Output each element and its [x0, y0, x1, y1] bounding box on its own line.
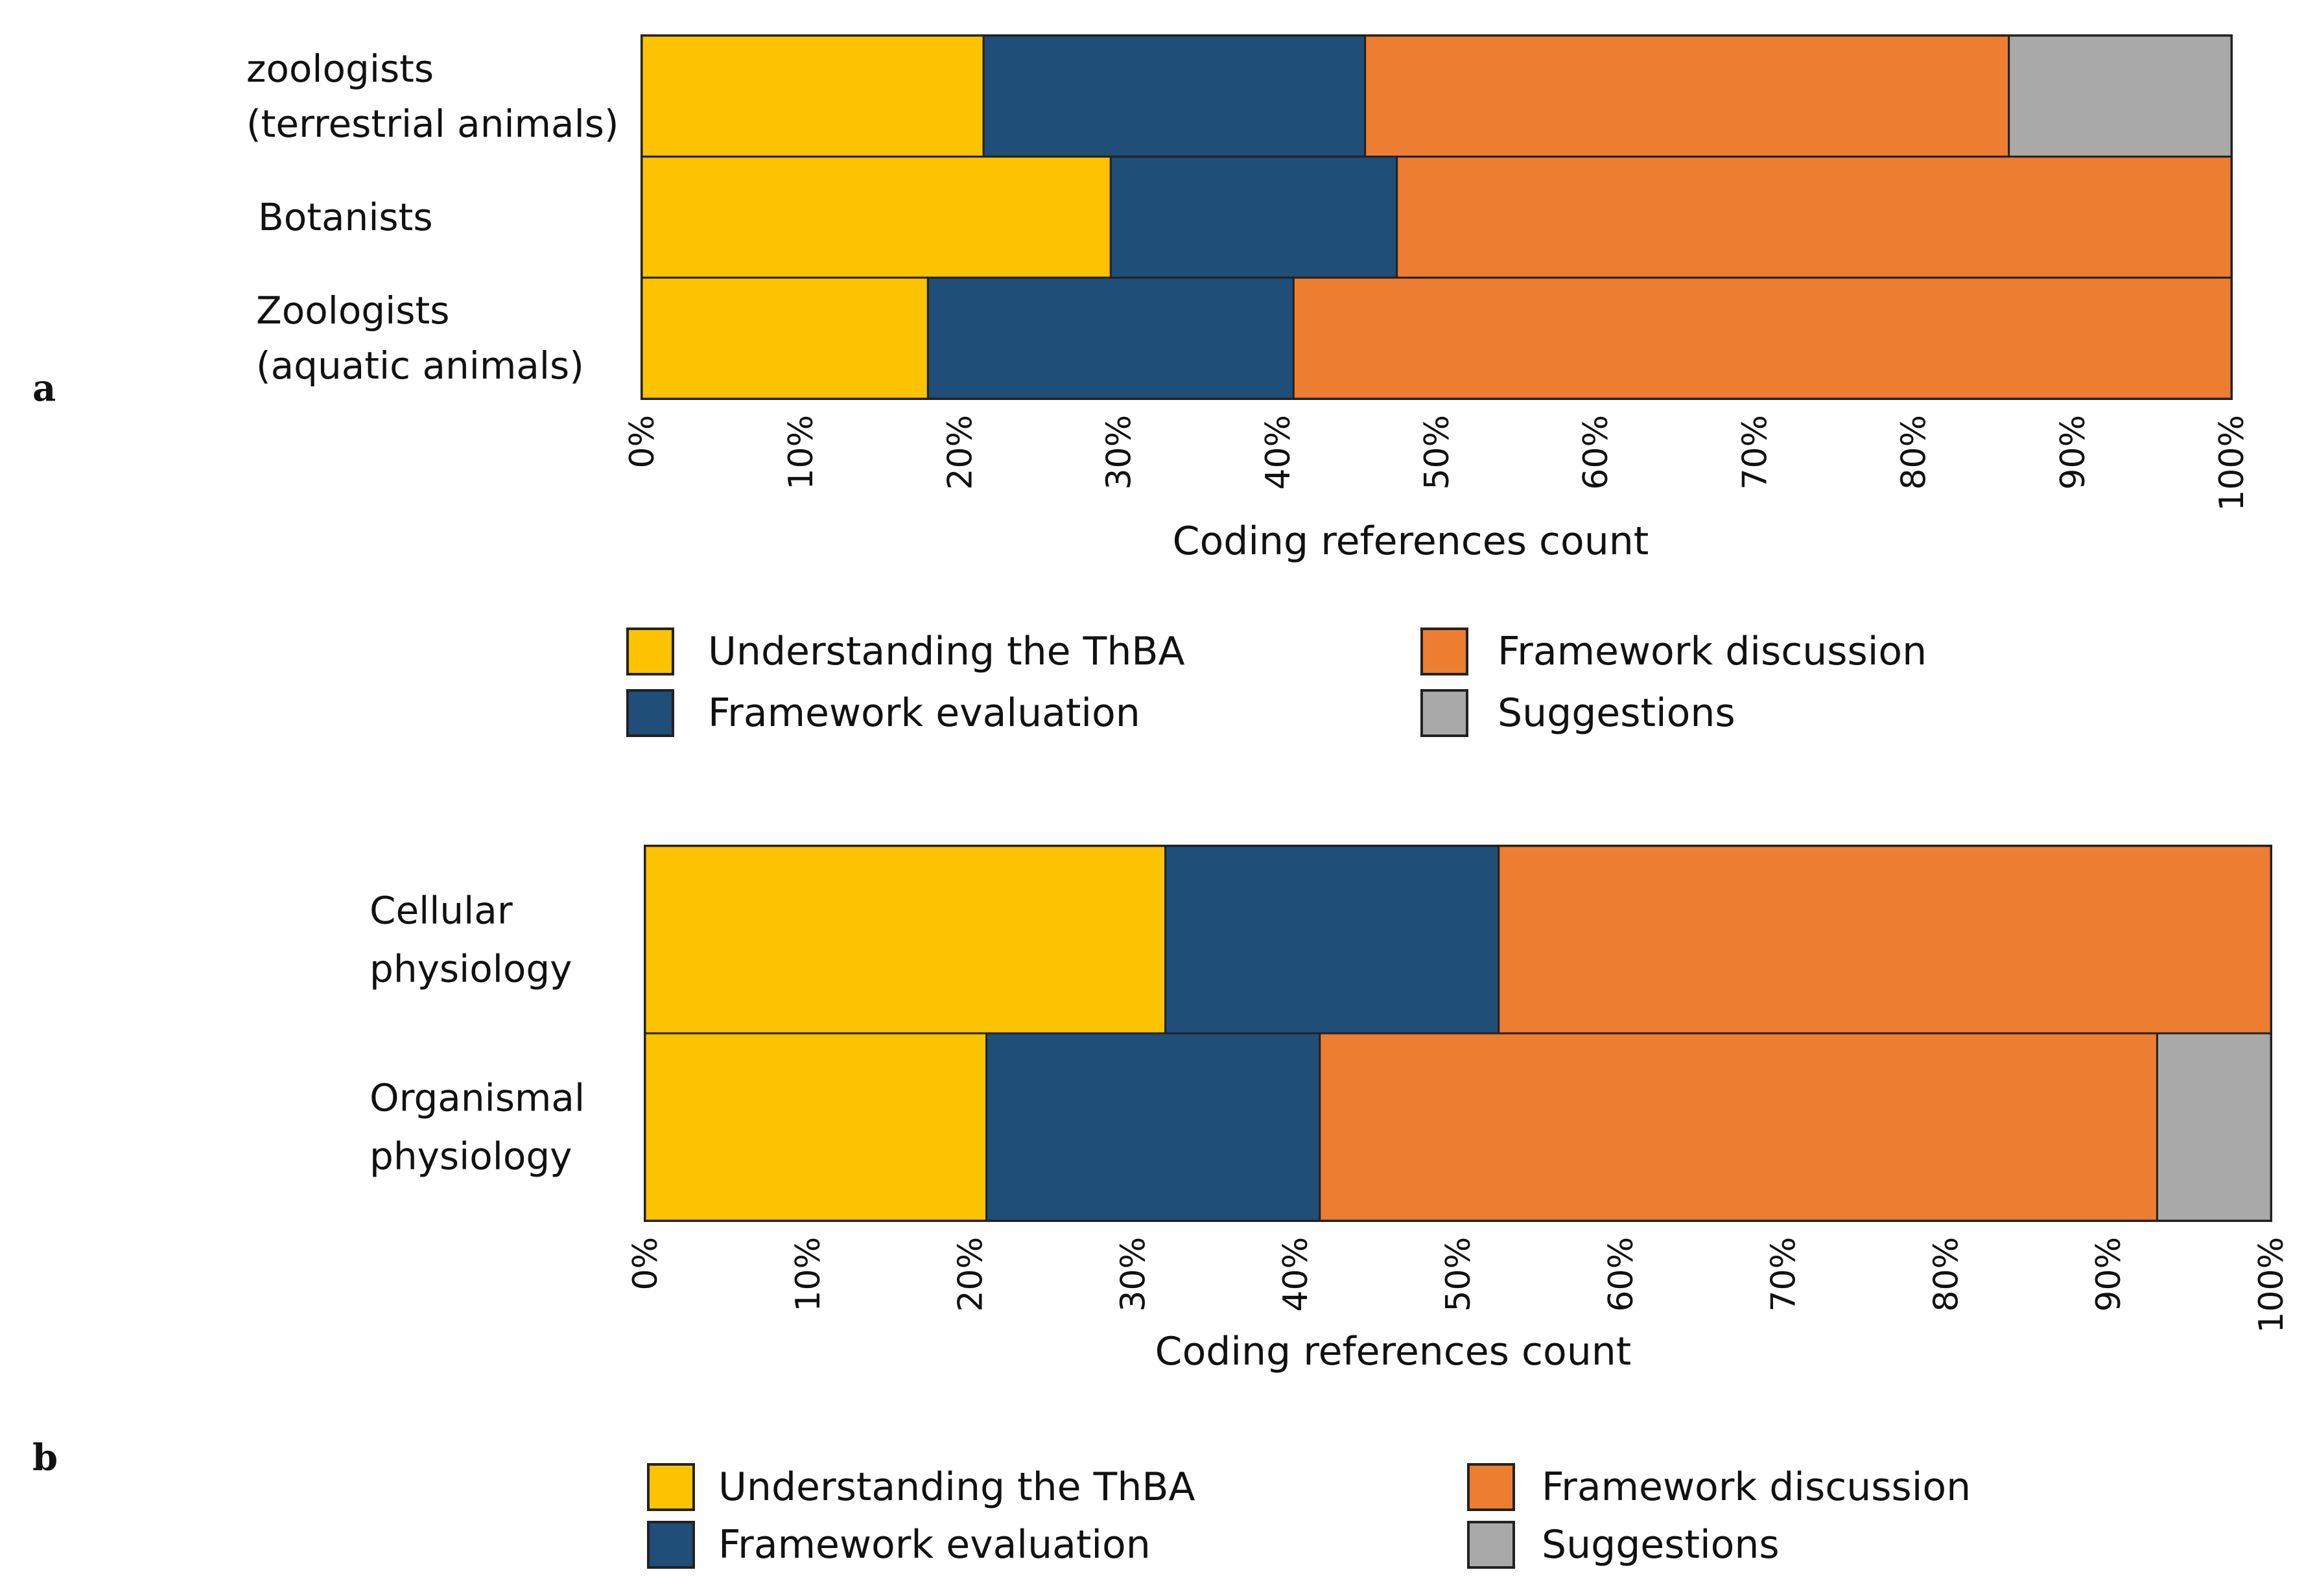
category-label-cellular-physiology-line-2: physiology — [370, 947, 572, 991]
x-tick-label-30: 30% — [1114, 1237, 1153, 1312]
x-tick-label-40: 40% — [1276, 1237, 1315, 1312]
x-tick-label-10: 10% — [789, 1237, 828, 1312]
legend-swatch-discussion — [1467, 1463, 1515, 1511]
x-tick-label-20: 20% — [952, 1237, 991, 1312]
legend-swatch-suggestions — [1467, 1521, 1515, 1569]
legend-label-discussion: Framework discussion — [1542, 1464, 1971, 1510]
bar-zoologists-terrestrial-animals-evaluation — [982, 34, 1367, 158]
chart-panel-b: Cellular physiology Organismal physiology 0%… — [370, 845, 2291, 1569]
category-label-organismal-physiology-line-2: physiology — [370, 1134, 572, 1179]
panel-label-b: b — [32, 1437, 58, 1479]
x-tick-label-70: 70% — [1735, 415, 1774, 490]
x-tick-label-40: 40% — [1259, 415, 1298, 490]
legend-swatch-evaluation — [647, 1521, 695, 1569]
x-tick-label-0: 0% — [626, 1237, 665, 1291]
legend-swatch-suggestions — [1420, 689, 1468, 737]
chart-panel-a: zoologists (terrestrial animals) Botanists… — [246, 34, 2252, 737]
x-tick-label-90: 90% — [2089, 1237, 2128, 1312]
x-tick-label-0: 0% — [623, 415, 662, 469]
legend-swatch-discussion — [1420, 628, 1468, 675]
x-tick-label-60: 60% — [1577, 415, 1616, 490]
bar-cellular-physiology-discussion — [1498, 845, 2272, 1035]
x-tick-label-20: 20% — [941, 415, 980, 490]
x-tick-label-50: 50% — [1418, 415, 1457, 490]
bar-botanists-discussion — [1396, 156, 2233, 279]
x-tick-label-50: 50% — [1439, 1237, 1478, 1312]
x-tick-label-80: 80% — [1927, 1237, 1966, 1312]
x-tick-label-100: 100% — [2252, 1237, 2291, 1333]
bar-cellular-physiology-evaluation — [1164, 845, 1500, 1035]
bar-organismal-physiology-discussion — [1319, 1032, 2158, 1222]
legend-label-evaluation: Framework evaluation — [718, 1522, 1151, 1567]
bar-botanists-evaluation — [1109, 156, 1398, 279]
bar-zoologists-terrestrial-animals-discussion — [1364, 34, 2010, 158]
legend-swatch-evaluation — [626, 689, 674, 737]
panel-label-a: a — [32, 367, 56, 410]
legend-label-understanding: Understanding the ThBA — [708, 629, 1185, 674]
x-axis-title: Coding references count — [1173, 519, 1649, 564]
bar-zoologists-aquatic-animals-evaluation — [926, 276, 1295, 400]
category-label-botanists-line-1: Botanists — [258, 195, 433, 239]
bar-organismal-physiology-suggestions — [2156, 1032, 2272, 1222]
legend-label-evaluation: Framework evaluation — [708, 690, 1140, 736]
x-tick-label-90: 90% — [2054, 415, 2093, 490]
legend-label-understanding: Understanding the ThBA — [718, 1464, 1195, 1510]
category-label-zoologists-aquatic-animals-line-1: Zoologists — [256, 288, 449, 333]
category-label-cellular-physiology-line-1: Cellular — [370, 889, 513, 933]
category-label-organismal-physiology-line-1: Organismal — [370, 1076, 585, 1120]
x-tick-label-100: 100% — [2213, 415, 2252, 511]
legend-label-discussion: Framework discussion — [1498, 629, 1927, 674]
legend-label-suggestions: Suggestions — [1498, 690, 1735, 736]
bar-botanists-understanding — [641, 156, 1112, 279]
bar-organismal-physiology-evaluation — [985, 1032, 1321, 1222]
bar-zoologists-aquatic-animals-discussion — [1292, 276, 2233, 400]
x-axis-title: Coding references count — [1155, 1329, 1632, 1374]
bar-cellular-physiology-understanding — [644, 845, 1167, 1035]
category-label-zoologists-terrestrial-animals-line-2: (terrestrial animals) — [246, 102, 619, 146]
legend-label-suggestions: Suggestions — [1542, 1522, 1780, 1567]
bar-zoologists-terrestrial-animals-understanding — [641, 34, 985, 158]
x-tick-label-70: 70% — [1765, 1237, 1804, 1312]
bar-zoologists-aquatic-animals-understanding — [641, 276, 929, 400]
legend-swatch-understanding — [647, 1463, 695, 1511]
x-tick-label-10: 10% — [782, 415, 821, 490]
category-label-zoologists-aquatic-animals-line-2: (aquatic animals) — [256, 344, 584, 388]
x-tick-label-80: 80% — [1895, 415, 1934, 490]
legend-swatch-understanding — [626, 628, 674, 675]
bar-organismal-physiology-understanding — [644, 1032, 988, 1222]
bar-zoologists-terrestrial-animals-suggestions — [2008, 34, 2233, 158]
category-label-zoologists-terrestrial-animals-line-1: zoologists — [246, 47, 434, 91]
x-tick-label-30: 30% — [1100, 415, 1139, 490]
x-tick-label-60: 60% — [1602, 1237, 1641, 1312]
